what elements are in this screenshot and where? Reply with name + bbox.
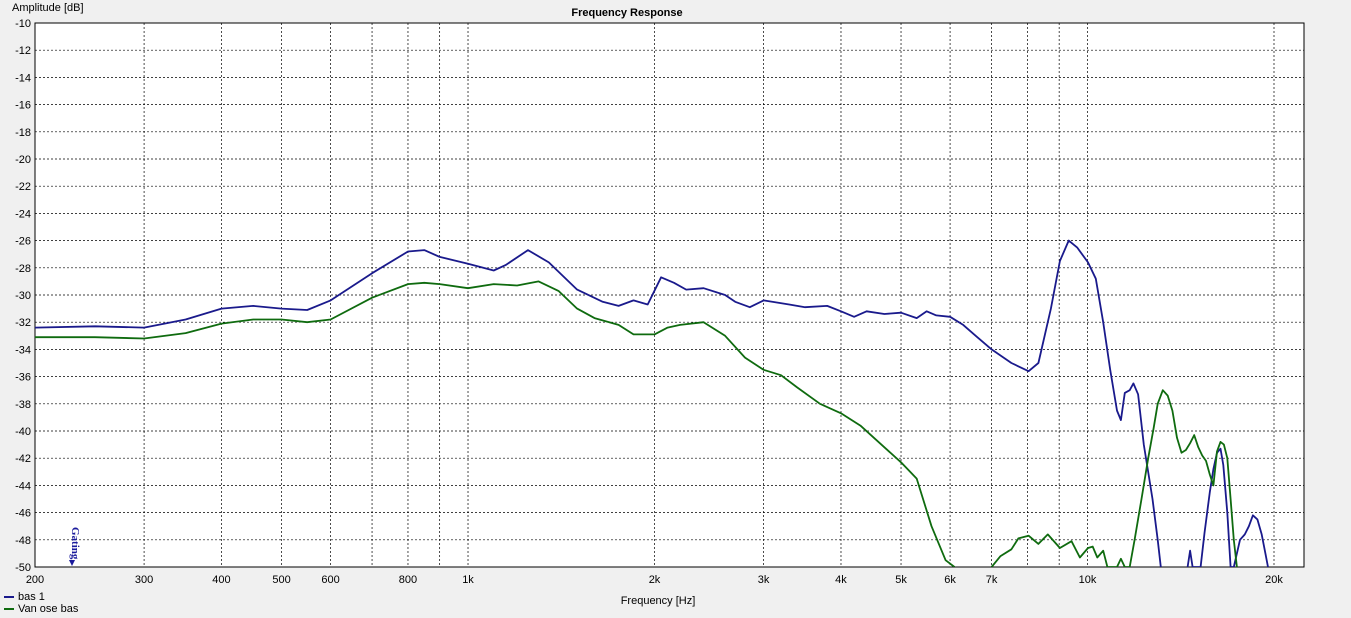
x-tick-label: 400 <box>212 574 230 586</box>
y-tick-label: -22 <box>15 181 31 193</box>
y-tick-label: -10 <box>15 18 31 30</box>
legend-swatch-van-ose-bas <box>4 608 14 610</box>
series-1 <box>35 239 1269 567</box>
gating-marker: Gating <box>69 527 81 560</box>
y-axis-label: Amplitude [dB] <box>12 2 84 14</box>
legend-label-van-ose-bas: Van ose bas <box>18 603 79 615</box>
x-tick-label: 200 <box>26 574 44 586</box>
x-tick-label: 3k <box>758 574 770 586</box>
series-line <box>35 280 956 567</box>
x-tick-label: 5k <box>895 574 907 586</box>
y-tick-label: -38 <box>15 399 31 411</box>
legend-swatch-bas-1 <box>4 596 14 598</box>
y-tick-label: -18 <box>15 127 31 139</box>
y-tick-labels: -10 -12 -14 -16 -18 -20 -22 -24 -26 -28 -30 -32 -34 -… <box>15 18 31 574</box>
legend-label-bas-1: bas 1 <box>18 591 45 603</box>
y-tick-label: -36 <box>15 372 31 384</box>
x-tick-label: 300 <box>135 574 153 586</box>
x-tick-label: 1k <box>462 574 474 586</box>
y-tick-label: -24 <box>15 208 31 220</box>
gating-marker-label: Gating <box>69 527 81 560</box>
y-tick-label: -46 <box>15 508 31 520</box>
y-tick-label: -14 <box>15 72 31 84</box>
x-tick-label: 800 <box>399 574 417 586</box>
legend-item-van-ose-bas: Van ose bas <box>4 603 78 615</box>
y-tick-label: -40 <box>15 426 31 438</box>
grid-lines <box>35 22 1304 568</box>
x-tick-label: 600 <box>321 574 339 586</box>
y-tick-label: -48 <box>15 535 31 547</box>
series-2 <box>35 280 1238 567</box>
gating-arrow-icon <box>69 560 75 566</box>
y-tick-label: -20 <box>15 154 31 166</box>
x-tick-label: 10k <box>1079 574 1097 586</box>
y-tick-label: -30 <box>15 290 31 302</box>
x-tick-label: 20k <box>1265 574 1283 586</box>
y-tick-label: -50 <box>15 562 31 574</box>
y-tick-label: -44 <box>15 480 31 492</box>
x-tick-labels: 200 300 400 500 600 800 1k 2k 3k 4k 5k 6k 7k 10k 20k <box>26 574 1284 586</box>
legend: bas 1 Van ose bas <box>4 591 78 615</box>
y-tick-label: -26 <box>15 236 31 248</box>
x-tick-label: 6k <box>944 574 956 586</box>
y-tick-label: -34 <box>15 344 31 356</box>
y-tick-label: -32 <box>15 317 31 329</box>
x-tick-label: 2k <box>649 574 661 586</box>
chart-title: Frequency Response <box>571 7 682 19</box>
series-line <box>1186 447 1269 567</box>
y-tick-label: -28 <box>15 263 31 275</box>
y-tick-label: -42 <box>15 453 31 465</box>
plot-area <box>34 22 1305 568</box>
series-line <box>990 389 1238 567</box>
legend-item-bas-1: bas 1 <box>4 591 78 603</box>
series-line <box>35 239 1162 567</box>
x-tick-label: 4k <box>835 574 847 586</box>
y-tick-label: -16 <box>15 100 31 112</box>
x-axis-label: Frequency [Hz] <box>621 595 696 607</box>
x-tick-label: 500 <box>272 574 290 586</box>
x-tick-label: 7k <box>986 574 998 586</box>
series-lines <box>35 239 1269 567</box>
y-tick-label: -12 <box>15 45 31 57</box>
